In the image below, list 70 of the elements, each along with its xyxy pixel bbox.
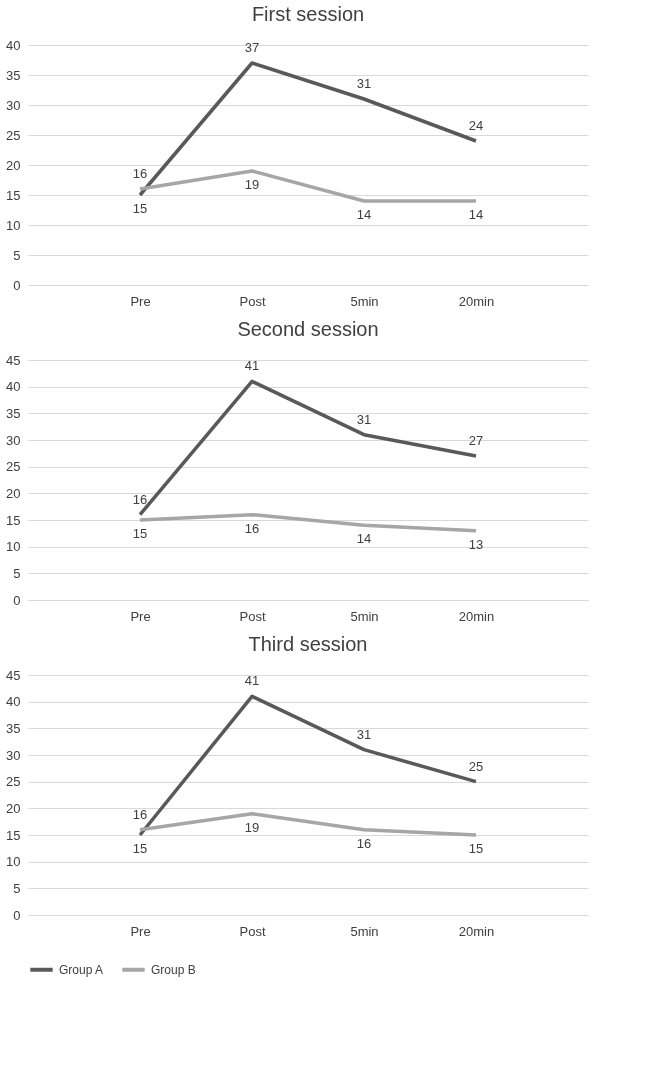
- data-label: 16: [244, 520, 260, 536]
- chart-title: Third session: [248, 633, 368, 655]
- data-label: 16: [132, 491, 148, 507]
- x-tick-label: Post: [239, 923, 266, 939]
- y-tick-label: 20: [6, 157, 21, 173]
- y-tick-label: 20: [6, 800, 21, 816]
- data-label: 19: [244, 819, 260, 835]
- y-tick-label: 15: [6, 187, 21, 203]
- chart-title: Second session: [237, 318, 379, 340]
- data-label: 41: [244, 673, 260, 689]
- y-tick-label: 5: [13, 880, 21, 896]
- data-label: 27: [468, 433, 484, 448]
- data-label: 15: [132, 526, 148, 541]
- x-tick-label: Pre: [130, 293, 151, 309]
- data-label: 14: [356, 531, 372, 547]
- data-label: 25: [468, 758, 484, 774]
- x-tick-label: Post: [239, 608, 266, 624]
- y-tick-label: 25: [6, 459, 21, 475]
- y-tick-label: 10: [6, 539, 21, 555]
- y-tick-label: 35: [6, 720, 21, 736]
- x-tick-label: Pre: [130, 923, 151, 939]
- y-tick-label: 5: [13, 247, 21, 263]
- y-tick-label: 45: [6, 667, 21, 683]
- y-tick-label: 40: [6, 37, 21, 53]
- x-tick-label: 5min: [350, 293, 379, 309]
- data-label: 16: [132, 806, 148, 822]
- y-tick-label: 25: [6, 774, 21, 790]
- data-label: 31: [356, 411, 372, 427]
- y-tick-label: 35: [6, 405, 21, 421]
- y-tick-label: 0: [13, 277, 21, 293]
- data-label: 16: [356, 835, 372, 851]
- x-tick-label: Post: [239, 293, 266, 309]
- data-label: 31: [356, 76, 372, 91]
- y-tick-label: 20: [6, 485, 21, 501]
- x-tick-label: 5min: [350, 923, 379, 939]
- data-label: 13: [468, 536, 484, 552]
- y-tick-label: 40: [6, 694, 21, 710]
- y-tick-label: 10: [6, 854, 21, 870]
- data-label: 19: [244, 177, 260, 192]
- y-tick-label: 35: [6, 67, 21, 83]
- data-label: 24: [468, 118, 484, 133]
- y-tick-label: 0: [13, 592, 21, 608]
- data-label: 15: [132, 201, 148, 216]
- y-tick-label: 30: [6, 747, 21, 763]
- data-label: 16: [132, 166, 148, 181]
- data-label: 14: [356, 207, 372, 222]
- y-tick-label: 0: [13, 907, 21, 923]
- x-tick-label: 20min: [458, 608, 495, 624]
- x-tick-label: 5min: [350, 608, 379, 624]
- y-tick-label: 15: [6, 827, 21, 843]
- x-tick-label: Pre: [130, 608, 151, 624]
- y-tick-label: 25: [6, 127, 21, 143]
- y-tick-label: 30: [6, 97, 21, 113]
- data-label: 41: [244, 358, 260, 374]
- data-label: 31: [356, 726, 372, 742]
- y-tick-label: 10: [6, 217, 21, 233]
- data-label: 15: [468, 841, 484, 856]
- y-tick-label: 45: [6, 352, 21, 368]
- legend-label: Group B: [151, 962, 196, 977]
- x-tick-label: 20min: [458, 293, 495, 309]
- y-tick-label: 30: [6, 432, 21, 448]
- data-label: 37: [244, 40, 260, 55]
- x-tick-label: 20min: [458, 923, 495, 939]
- legend-label: Group A: [59, 962, 104, 977]
- chart-title: First session: [251, 3, 365, 25]
- data-label: 15: [132, 841, 148, 856]
- y-tick-label: 15: [6, 512, 21, 528]
- y-tick-label: 5: [13, 565, 21, 581]
- data-label: 14: [468, 207, 484, 222]
- y-tick-label: 40: [6, 379, 21, 395]
